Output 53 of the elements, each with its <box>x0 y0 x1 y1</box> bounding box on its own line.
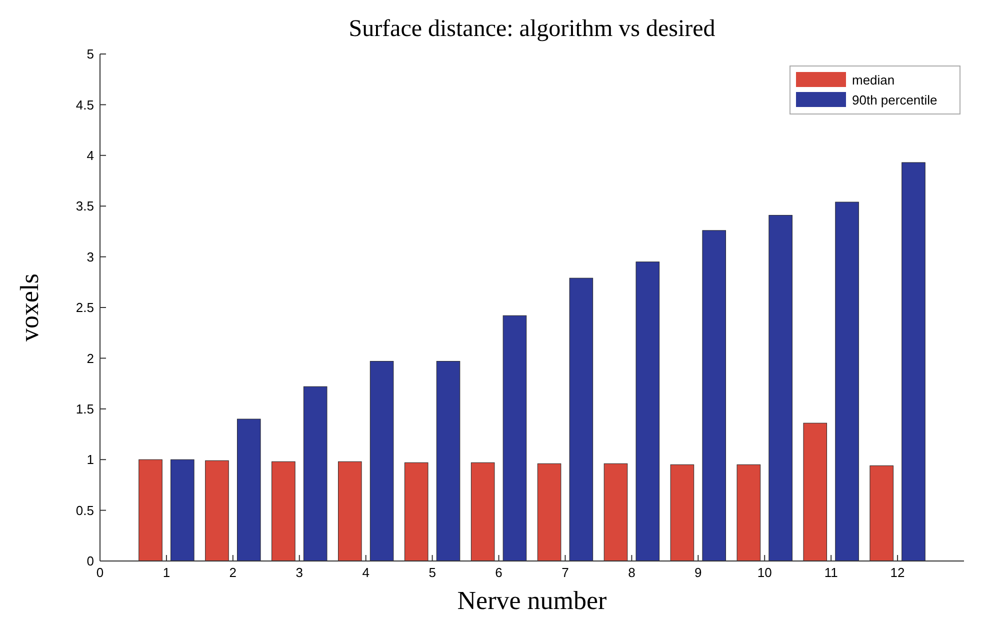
bar <box>902 162 926 562</box>
y-tick-label: 1 <box>86 452 94 468</box>
bar <box>636 262 660 562</box>
bar <box>604 463 628 562</box>
y-tick-label: 2.5 <box>76 300 94 316</box>
bar <box>338 461 362 562</box>
y-tick-label: 3 <box>86 249 94 264</box>
y-tick-label: 4 <box>86 148 94 163</box>
x-tick-label: 12 <box>890 565 905 580</box>
bar <box>404 462 428 562</box>
y-tick-label: 2 <box>86 350 94 366</box>
legend-label: median <box>852 72 895 88</box>
bar <box>702 230 726 562</box>
y-tick-label: 3.5 <box>76 198 94 214</box>
x-tick-label: 3 <box>296 565 303 580</box>
bar <box>835 202 859 562</box>
bar <box>370 360 394 562</box>
x-tick-label: 2 <box>229 565 237 580</box>
legend-label: 90th percentile <box>852 92 938 108</box>
bar <box>470 462 495 562</box>
x-tick-label: 11 <box>824 565 838 580</box>
x-tick-label: 0 <box>96 565 104 580</box>
x-tick-label: 6 <box>495 565 502 580</box>
bar <box>502 315 527 562</box>
x-tick-label: 5 <box>428 565 436 580</box>
x-tick-label: 10 <box>757 565 772 580</box>
x-tick-label: 7 <box>562 565 569 580</box>
bar <box>736 464 761 562</box>
y-tick-label: 0 <box>86 554 94 569</box>
bar <box>272 461 296 562</box>
y-axis-title: voxels <box>15 274 44 342</box>
y-tick-label: 5 <box>86 46 94 62</box>
x-axis-title: Nerve number <box>457 586 608 615</box>
bar <box>569 278 594 562</box>
bar <box>670 464 694 562</box>
bar <box>205 460 229 562</box>
y-tick-label: 4.5 <box>76 97 94 112</box>
x-tick-label: 9 <box>694 565 702 580</box>
bar <box>768 214 792 562</box>
x-tick-label: 4 <box>362 565 370 580</box>
bar <box>870 465 894 562</box>
bar <box>138 459 162 562</box>
bar <box>436 360 460 562</box>
x-tick-label: 1 <box>162 565 170 580</box>
bar <box>170 459 194 562</box>
y-tick-label: 1.5 <box>76 401 94 416</box>
bar <box>236 418 261 562</box>
bar <box>803 422 828 562</box>
bar <box>303 386 328 562</box>
chart-title: Surface distance: algorithm vs desired <box>348 16 716 42</box>
y-tick-label: 0.5 <box>76 502 94 518</box>
x-tick-label: 8 <box>628 565 636 580</box>
bar <box>537 463 562 562</box>
